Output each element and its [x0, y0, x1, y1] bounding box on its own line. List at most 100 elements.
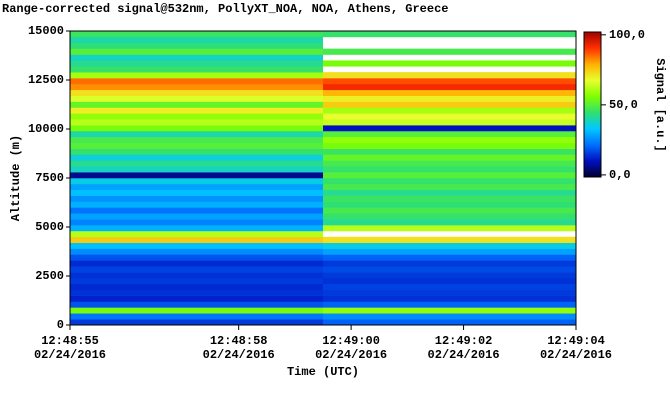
heatmap-cell [323, 242, 576, 249]
colorbar-tick-label: 50,0 [609, 98, 638, 112]
heatmap-cell [323, 178, 576, 185]
heatmap-cell [323, 95, 576, 102]
heatmap-cell [323, 219, 576, 226]
heatmap-cell [70, 213, 323, 220]
heatmap-cell [323, 277, 576, 285]
x-tick-label: 12:48:55 [41, 334, 99, 348]
heatmap-cell [323, 213, 576, 220]
heatmap-cell [323, 89, 576, 96]
heatmap-cell [323, 236, 576, 243]
heatmap-cell [70, 230, 323, 238]
heatmap-cell [70, 301, 323, 308]
heatmap-cell [323, 319, 576, 326]
y-tick-label: 5000 [35, 220, 64, 234]
heatmap-cell [323, 130, 576, 138]
heatmap-cell [70, 178, 323, 185]
heatmap-cell [70, 201, 323, 208]
colorbar-tick-label: 0,0 [609, 168, 631, 182]
heatmap-cell [323, 266, 576, 273]
heatmap-cell [70, 219, 323, 226]
heatmap-cell [70, 207, 323, 214]
heatmap-cell [323, 78, 576, 85]
y-tick-label: 12500 [28, 73, 64, 87]
heatmap-cell [323, 254, 576, 261]
heatmap-cell [323, 60, 576, 67]
heatmap-cell [323, 136, 576, 144]
heatmap-cell [70, 189, 323, 196]
heatmap-cell [323, 160, 576, 167]
heatmap-cell [323, 31, 576, 38]
y-tick-label: 2500 [35, 269, 64, 283]
heatmap-cell [323, 142, 576, 149]
heatmap-cell [70, 160, 323, 167]
heatmap-cell [70, 283, 323, 291]
heatmap-cell [70, 236, 323, 243]
heatmap-cell [323, 207, 576, 214]
heatmap-cell [323, 289, 576, 296]
colorbar-tick-label: 100,0 [609, 28, 645, 42]
x-tick-label: 12:49:02 [435, 334, 493, 348]
heatmap-cell [70, 36, 323, 44]
heatmap-cell [323, 183, 576, 191]
heatmap-cell [70, 72, 323, 79]
heatmap-cell [323, 313, 576, 320]
x-tick-label: 12:49:00 [322, 334, 380, 348]
heatmap-cell [323, 83, 576, 91]
y-tick-label: 15000 [28, 24, 64, 38]
heatmap-cell [70, 172, 323, 179]
x-axis-label: Time (UTC) [287, 365, 359, 379]
colorbar [583, 31, 602, 178]
heatmap-cell [70, 242, 323, 249]
heatmap-cell [70, 101, 323, 108]
x-tick-label: 12:49:04 [547, 334, 605, 348]
heatmap-cell [70, 154, 323, 161]
heatmap-cell [70, 60, 323, 67]
y-tick-label: 10000 [28, 122, 64, 136]
heatmap-cell [70, 166, 323, 173]
x-tick-date: 02/24/2016 [203, 348, 275, 362]
heatmap-cell [70, 130, 323, 138]
heatmap-cell [323, 272, 576, 279]
heatmap-cell [70, 183, 323, 191]
heatmap-cell [70, 248, 323, 255]
heatmap-cell [323, 283, 576, 291]
heatmap-cell [323, 101, 576, 108]
heatmap-cell [70, 272, 323, 279]
heatmap-cell [323, 248, 576, 255]
heatmap-cell [323, 113, 576, 120]
x-tick-label: 12:48:58 [210, 334, 268, 348]
heatmap-cell [70, 125, 323, 132]
heatmap-cell [70, 254, 323, 261]
colorbar-label: Signal [a.u.] [653, 58, 667, 152]
heatmap-cell [70, 119, 323, 126]
heatmap-cell [323, 148, 576, 155]
heatmap-cell [70, 66, 323, 73]
heatmap-cell [323, 307, 576, 314]
heatmap-cell [323, 301, 576, 308]
heatmap-cell [323, 172, 576, 179]
heatmap-cell [70, 89, 323, 96]
heatmap-cell [323, 119, 576, 126]
heatmap-cell [70, 136, 323, 144]
heatmap-cell [70, 295, 323, 302]
heatmap-cell [70, 95, 323, 102]
heatmap-cell [323, 225, 576, 232]
heatmap-cell [70, 319, 323, 326]
heatmap-cell [70, 113, 323, 120]
x-tick-date: 02/24/2016 [540, 348, 612, 362]
heatmap-cell [70, 266, 323, 273]
heatmap-cell [70, 42, 323, 49]
y-tick-label: 0 [57, 318, 64, 332]
x-tick-date: 02/24/2016 [34, 348, 106, 362]
heatmap-cell [323, 195, 576, 202]
heatmap-cell [70, 225, 323, 232]
heatmap-cell [323, 107, 576, 114]
heatmap-cell [70, 78, 323, 85]
heatmap-cell [323, 260, 576, 267]
y-tick-label: 7500 [35, 171, 64, 185]
heatmap-cell [323, 189, 576, 196]
x-tick-date: 02/24/2016 [315, 348, 387, 362]
heatmap-cell [70, 31, 323, 38]
heatmap-cell [70, 83, 323, 91]
